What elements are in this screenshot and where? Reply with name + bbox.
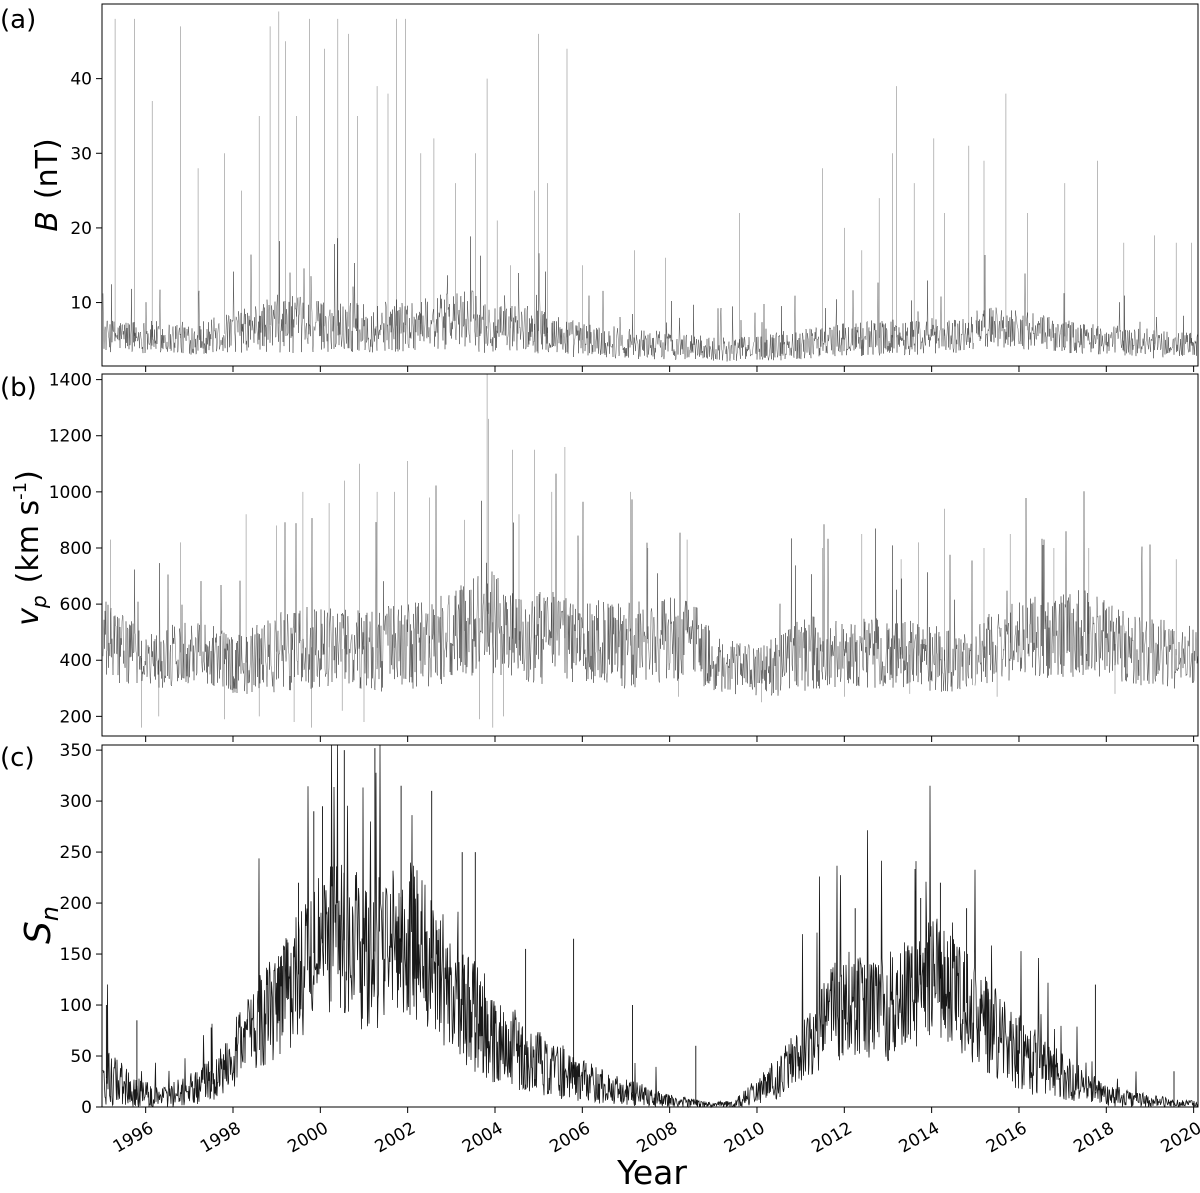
xtick-label: 2008 — [634, 1118, 681, 1157]
panel-c-ytick-label: 150 — [60, 945, 92, 965]
panel-c-ylabel-subscript: n — [36, 906, 64, 921]
panel-c-ytick-label: 250 — [60, 843, 92, 863]
panel-c-ytick-label: 50 — [70, 1047, 92, 1067]
panel-a-series-line — [102, 236, 1198, 362]
panel-b-ylabel: vp (km s-1) — [10, 470, 51, 626]
panel-b-frame — [101, 373, 1199, 737]
panel-c-data — [102, 744, 1198, 1109]
panel-b-ytick-label: 800 — [60, 539, 92, 559]
panel-b-ticks: 200 400 600 800 1000 1200 1400 — [49, 371, 1195, 742]
panel-b-ylabel-unit: (km s — [11, 500, 46, 583]
panel-c-ylabel-symbol: S — [18, 921, 59, 944]
panel-b-data — [102, 374, 1198, 728]
x-axis-title: Year — [616, 1153, 687, 1192]
panel-c-frame — [101, 744, 1199, 1108]
panel-c-label: (c) — [0, 743, 35, 773]
panel-b-series-line — [102, 473, 1198, 696]
xtick-label: 2014 — [896, 1118, 943, 1157]
panel-c-ytick-label: 350 — [60, 741, 92, 761]
xtick-label: 2000 — [284, 1118, 331, 1157]
panel-b-label: (b) — [0, 373, 37, 403]
panel-a-ytick-label: 30 — [70, 144, 92, 164]
panel-a-ytick-label: 20 — [70, 219, 92, 239]
panel-a-ylabel: B (nT) — [30, 138, 65, 231]
panel-b-ytick-label: 600 — [60, 595, 92, 615]
panel-b-ytick-label: 400 — [60, 651, 92, 671]
xtick-label: 1998 — [197, 1118, 244, 1157]
panel-b-ylabel-symbol: v — [11, 607, 46, 626]
panel-a-ticks: 10 20 30 40 — [70, 70, 1195, 372]
panel-a-ylabel-unit: (nT) — [30, 138, 65, 199]
xtick-label: 2016 — [983, 1118, 1030, 1157]
panel-b-ylabel-subscript: p — [27, 595, 51, 609]
panel-c-ytick-label: 0 — [81, 1098, 92, 1118]
panel-a-frame — [101, 3, 1199, 367]
panel-a: 10 20 30 40 (a) B (nT) — [0, 3, 1199, 372]
panel-b-ytick-label: 1400 — [49, 371, 92, 391]
xtick-label: 2018 — [1070, 1118, 1117, 1157]
panel-b-ylabel-exponent: -1 — [10, 482, 31, 500]
panel-b-ytick-label: 200 — [60, 707, 92, 727]
xtick-label: 2010 — [721, 1118, 768, 1157]
panel-a-label: (a) — [0, 5, 36, 35]
panel-b-ytick-label: 1200 — [49, 427, 92, 447]
panel-a-data — [102, 11, 1198, 362]
panel-c-ytick-label: 300 — [60, 792, 92, 812]
panel-a-ytick-label: 10 — [70, 294, 92, 314]
xtick-label: 2006 — [546, 1118, 593, 1157]
panel-b-ylabel-close: ) — [11, 470, 46, 482]
panel-c: 0 50 100 150 200 250 300 350 1996 1998 2000 2002 200… — [0, 741, 1200, 1192]
xtick-label: 1996 — [110, 1118, 157, 1157]
xtick-label: 2004 — [459, 1118, 506, 1157]
panel-c-ytick-label: 100 — [60, 996, 92, 1016]
xtick-label: 2020 — [1158, 1118, 1200, 1157]
panel-c-ylabel: Sn — [18, 906, 64, 944]
panel-a-ylabel-symbol: B — [30, 211, 65, 232]
panel-a-ytick-label: 40 — [70, 70, 92, 90]
xtick-label: 2012 — [808, 1118, 855, 1157]
panel-b-ytick-label: 1000 — [49, 483, 92, 503]
xtick-label: 2002 — [372, 1118, 419, 1157]
panel-c-ytick-label: 200 — [60, 894, 92, 914]
panel-c-series-line — [102, 744, 1198, 1109]
panel-c-ticks: 0 50 100 150 200 250 300 350 1996 1998 2000 2002 200… — [60, 741, 1200, 1157]
panel-b: 200 400 600 800 1000 1200 1400 (b) vp (km s-1) — [0, 371, 1199, 742]
